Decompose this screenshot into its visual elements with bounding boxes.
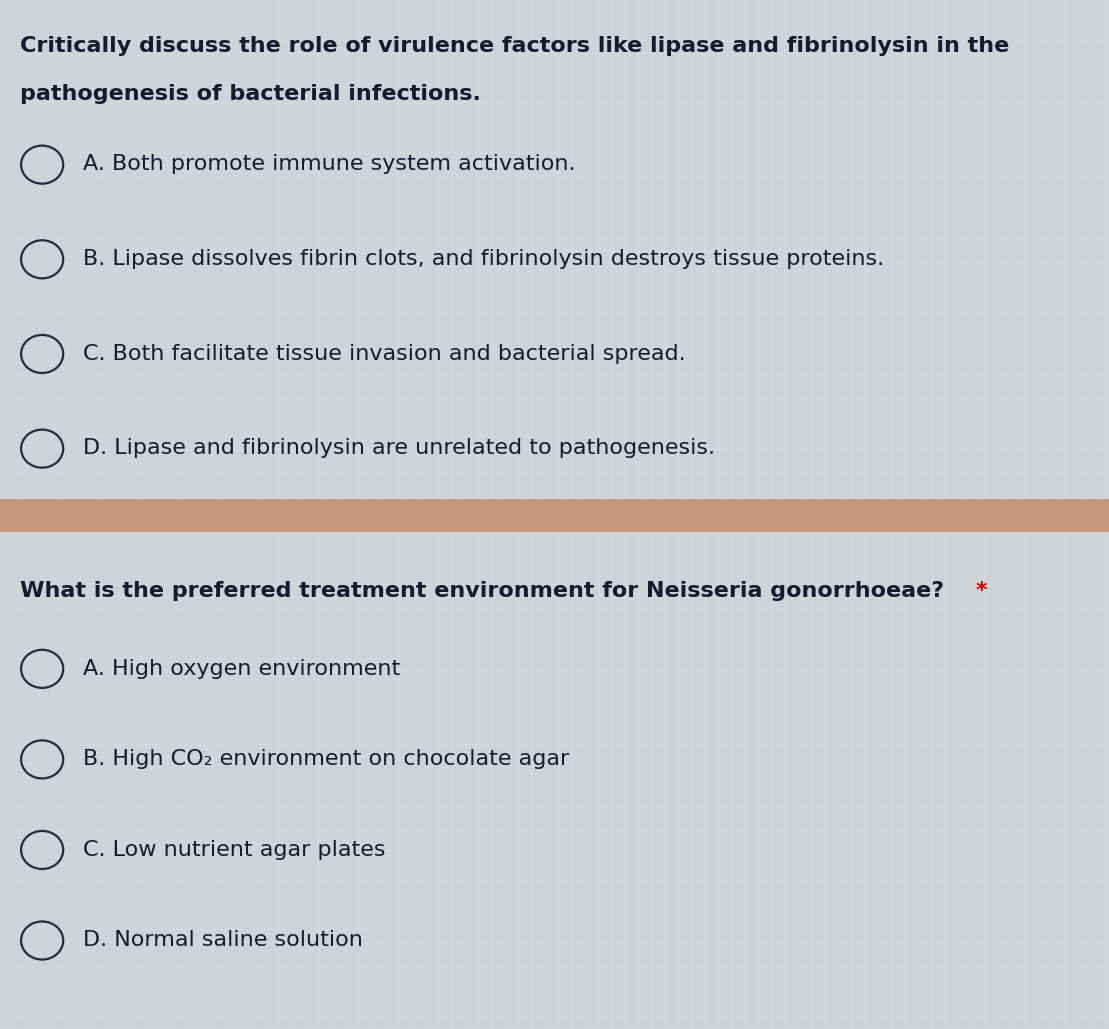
Text: A. Both promote immune system activation.: A. Both promote immune system activation… xyxy=(83,154,576,174)
FancyBboxPatch shape xyxy=(0,499,1109,532)
Text: B. Lipase dissolves fibrin clots, and fibrinolysin destroys tissue proteins.: B. Lipase dissolves fibrin clots, and fi… xyxy=(83,249,884,269)
Text: C. Both facilitate tissue invasion and bacterial spread.: C. Both facilitate tissue invasion and b… xyxy=(83,344,685,363)
Text: *: * xyxy=(976,581,987,601)
Text: A. High oxygen environment: A. High oxygen environment xyxy=(83,659,400,678)
Text: Critically discuss the role of virulence factors like lipase and fibrinolysin in: Critically discuss the role of virulence… xyxy=(20,36,1009,56)
Text: C. Low nutrient agar plates: C. Low nutrient agar plates xyxy=(83,840,386,859)
Text: pathogenesis of bacterial infections.: pathogenesis of bacterial infections. xyxy=(20,84,481,104)
Text: B. High CO₂ environment on chocolate agar: B. High CO₂ environment on chocolate aga… xyxy=(83,749,569,769)
Text: What is the preferred treatment environment for Neisseria gonorrhoeae?: What is the preferred treatment environm… xyxy=(20,581,952,601)
Text: D. Lipase and fibrinolysin are unrelated to pathogenesis.: D. Lipase and fibrinolysin are unrelated… xyxy=(83,438,715,458)
Text: D. Normal saline solution: D. Normal saline solution xyxy=(83,930,363,950)
